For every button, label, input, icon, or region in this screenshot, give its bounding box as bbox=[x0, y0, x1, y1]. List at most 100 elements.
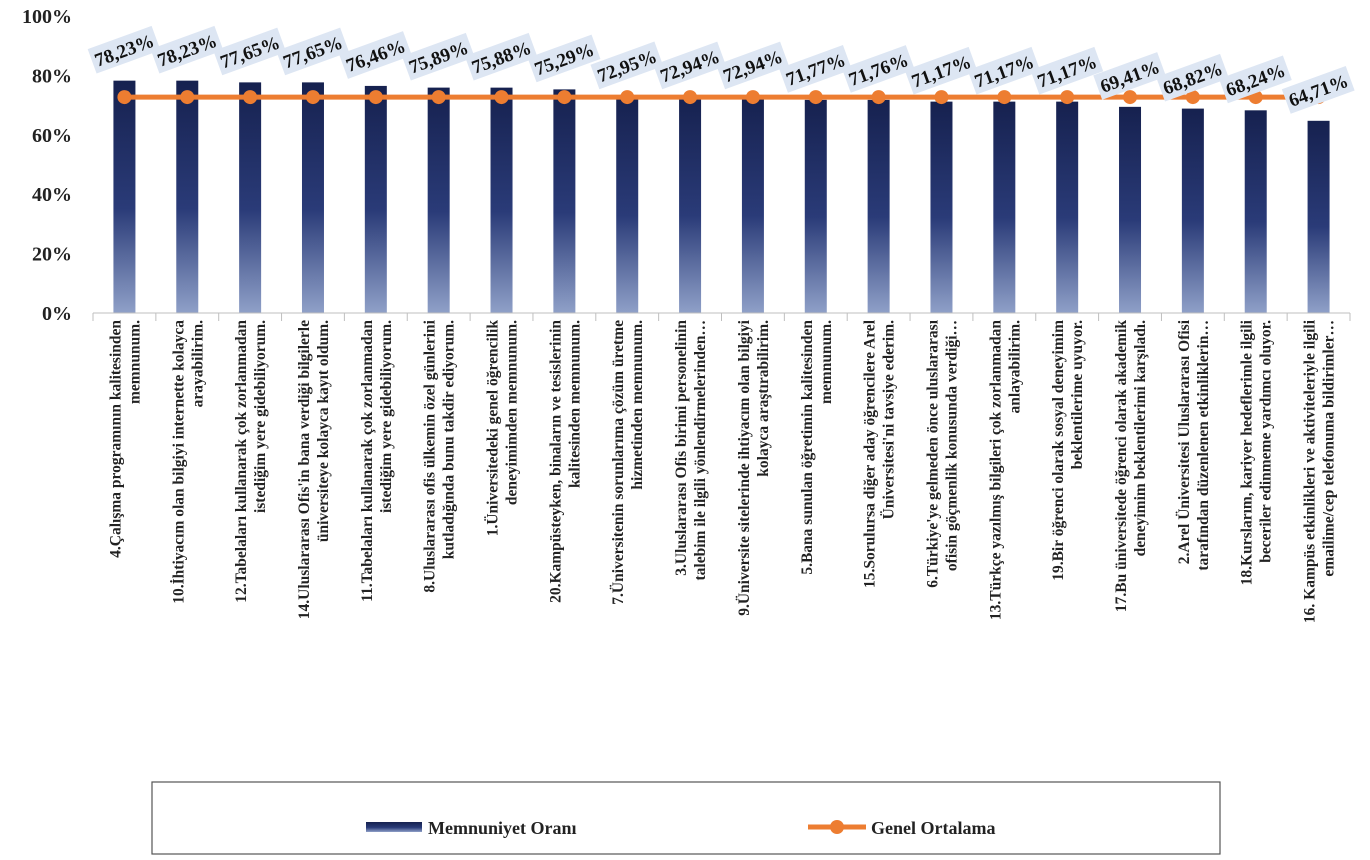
category-label-line: 18.Kurslarım, kariyer hedeflerimle ilgil… bbox=[1239, 319, 1256, 585]
data-label: 75,89% bbox=[401, 32, 475, 81]
bar bbox=[1181, 108, 1204, 313]
data-label-bg bbox=[1218, 55, 1292, 104]
y-tick-label: 0% bbox=[42, 303, 72, 325]
average-line-point bbox=[1060, 90, 1075, 105]
data-label: 75,88% bbox=[464, 32, 538, 81]
data-label: 77,65% bbox=[276, 27, 350, 76]
category-label-line: 17.Bu üniversitede öğrenci olarak akadem… bbox=[1113, 320, 1130, 612]
legend: Memnuniyet Oranı Genel Ortalama bbox=[151, 781, 1221, 855]
data-label: 75,29% bbox=[527, 34, 601, 83]
category-label-line: 3.Uluslararası Ofis birimi personelinin bbox=[673, 320, 690, 576]
category-label-text: 4.Çalışma programının kalitesinden memnun… bbox=[107, 320, 143, 558]
average-line-point bbox=[368, 90, 383, 105]
data-label-bg bbox=[339, 31, 412, 79]
data-label-bg bbox=[464, 32, 538, 81]
x-axis bbox=[92, 312, 1351, 321]
bar-series bbox=[113, 80, 1330, 314]
category-label: 1.Üniversitedeki genel öğrencilik deneyim… bbox=[485, 320, 521, 537]
average-line-point bbox=[745, 90, 760, 105]
average-line-point bbox=[871, 90, 886, 105]
category-label-line: 10.İhtiyacım olan bilgiyi internette kol… bbox=[170, 320, 187, 604]
category-label-line: memnunum. bbox=[818, 320, 835, 404]
bar bbox=[301, 82, 324, 313]
category-label-line: Üniversitesi'ni tavsiye ederim. bbox=[881, 320, 898, 519]
average-line-point bbox=[431, 90, 446, 105]
y-tick-label: 60% bbox=[32, 125, 72, 147]
category-label: 16. Kampüs etkinlikleri ve aktiviteleriy… bbox=[1302, 319, 1338, 623]
category-label-line: hizmetinden memnunum. bbox=[629, 320, 646, 490]
category-label: 19.Bir öğrenci olarak sosyal deneyimim be… bbox=[1050, 320, 1086, 581]
bar bbox=[239, 82, 262, 313]
average-line-point bbox=[934, 90, 949, 105]
category-label-line: arayabilirim. bbox=[189, 320, 206, 408]
data-label: 71,76% bbox=[841, 45, 915, 93]
category-label-text: 5.Bana sunulan öğretimin kalitesinden mem… bbox=[799, 320, 835, 575]
bar bbox=[993, 101, 1016, 314]
category-label-line: 20.Kampüsteyken, binaların ve tesislerin… bbox=[547, 320, 564, 603]
bar bbox=[867, 99, 890, 313]
category-label-line: deneyimim beklentilerimi karşıladı. bbox=[1132, 320, 1149, 556]
category-label-line: beceriler edinmeme yardımcı oluyor. bbox=[1258, 320, 1275, 563]
data-label: 64,71% bbox=[1281, 66, 1355, 114]
data-label-bg bbox=[1093, 52, 1167, 100]
category-label: 14.Uluslararası Ofis'in bana verdiği bil… bbox=[296, 320, 332, 619]
bar bbox=[553, 89, 576, 313]
data-label-bg bbox=[653, 41, 727, 90]
category-label-text: 20.Kampüsteyken, binaların ve tesislerin… bbox=[547, 320, 583, 603]
data-label: 77,65% bbox=[213, 27, 287, 76]
data-label: 72,94% bbox=[653, 41, 727, 90]
category-label-line: 2.Arel Üniversitesi Uluslararası Ofisi bbox=[1176, 319, 1193, 564]
category-label-line: 12.Tabelaları kullanarak çok zorlanmadan bbox=[233, 320, 250, 603]
legend-line-marker bbox=[830, 820, 844, 834]
data-label-bg bbox=[1030, 46, 1104, 95]
average-line-point bbox=[117, 90, 132, 105]
bar bbox=[176, 80, 199, 314]
category-label-text: 15.Sorulursa diğer aday öğrencilere Arel… bbox=[862, 319, 898, 588]
bar bbox=[930, 101, 953, 314]
data-label: 71,17% bbox=[967, 46, 1041, 95]
category-label-line: beklentilerime uyuyor. bbox=[1069, 320, 1086, 469]
category-label-line: deneyimimden memnunum. bbox=[504, 320, 521, 505]
average-line-point bbox=[180, 90, 195, 105]
average-line-point bbox=[808, 90, 823, 105]
data-labels: 78,23%78,23%77,65%77,65%76,46%75,89%75,8… bbox=[87, 25, 1355, 114]
average-line-point bbox=[557, 90, 572, 105]
category-label-text: 7.Üniversitenin sorunlarıma çözüm üretme… bbox=[610, 320, 646, 605]
category-label-line: 11.Tabelaları kullanarak çok zorlanmadan bbox=[359, 320, 376, 602]
data-label-bg bbox=[150, 25, 224, 74]
average-line-point bbox=[243, 90, 258, 105]
category-label-line: 6.Türkiye'ye gelmeden önce uluslararası bbox=[924, 319, 941, 587]
bar bbox=[113, 80, 136, 314]
legend-box bbox=[151, 781, 1221, 855]
category-labels: 4.Çalışma programının kalitesinden memnun… bbox=[107, 319, 1337, 623]
category-label: 20.Kampüsteyken, binaların ve tesislerin… bbox=[547, 320, 583, 603]
category-label: 18.Kurslarım, kariyer hedeflerimle ilgil… bbox=[1239, 319, 1275, 585]
data-label-bg bbox=[527, 34, 601, 83]
category-label: 7.Üniversitenin sorunlarıma çözüm üretme… bbox=[610, 320, 646, 605]
data-label-bg bbox=[213, 27, 287, 76]
category-label-line: 5.Bana sunulan öğretimin kalitesinden bbox=[799, 320, 816, 575]
category-label-line: memnunum. bbox=[126, 320, 143, 404]
average-line-point bbox=[305, 90, 320, 105]
data-label-bg bbox=[87, 25, 161, 74]
category-label-line: 19.Bir öğrenci olarak sosyal deneyimim bbox=[1050, 320, 1067, 581]
category-label-text: 17.Bu üniversitede öğrenci olarak akadem… bbox=[1113, 320, 1149, 612]
bar bbox=[741, 96, 764, 314]
category-label-line: istediğim yere gidebiliyorum. bbox=[378, 320, 395, 513]
category-label-text: 3.Uluslararası Ofis birimi personelinin t… bbox=[673, 320, 709, 581]
category-label-line: 15.Sorulursa diğer aday öğrencilere Arel bbox=[862, 319, 879, 588]
category-label-text: 19.Bir öğrenci olarak sosyal deneyimim be… bbox=[1050, 320, 1086, 581]
category-label: 8.Uluslararası ofis ülkemin özel günleri… bbox=[422, 319, 458, 592]
data-label: 71,17% bbox=[904, 46, 978, 95]
bar bbox=[1056, 101, 1079, 314]
bar bbox=[1307, 120, 1330, 313]
bar bbox=[804, 99, 827, 313]
category-label-line: talebim ile ilgili yönlendirmelerinden… bbox=[692, 320, 709, 580]
category-label: 9.Üniversite sitelerinde ihtiyacım olan … bbox=[736, 319, 772, 615]
legend-entry-line: Genel Ortalama bbox=[871, 818, 995, 838]
bar bbox=[1119, 106, 1142, 314]
legend-entry-bar: Memnuniyet Oranı bbox=[428, 818, 577, 838]
category-label: 10.İhtiyacım olan bilgiyi internette kol… bbox=[170, 320, 206, 604]
category-label-text: 16. Kampüs etkinlikleri ve aktiviteleriy… bbox=[1302, 319, 1338, 623]
